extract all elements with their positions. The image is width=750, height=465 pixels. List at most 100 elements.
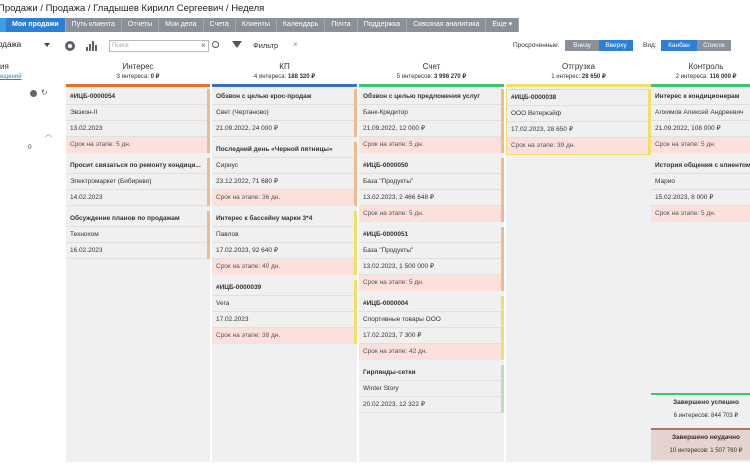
deal-card[interactable]: #ИЦБ-0000038 ООО Ветеркэйф 17.02.2023, 28 … [506, 89, 651, 155]
column-amount: 28 650 ₽ [581, 74, 606, 80]
column-header: Отгрузка 1 интерес: 28 650 ₽ [506, 62, 651, 84]
gear-icon[interactable] [65, 41, 75, 51]
card-title: Обсуждение планов по продажам [66, 211, 207, 227]
card-title: Интерес к кондиционерам [651, 89, 750, 105]
kanban-column: Счет 5 интересов: 3 998 270 ₽ Обзвон с цел… [359, 62, 504, 462]
count-value: 0 [28, 144, 32, 151]
done-success-zone[interactable]: Завершено успешно 6 интересов: 844 703 ₽ [651, 393, 750, 425]
column-count: 2 интереса: [675, 74, 710, 80]
deal-card[interactable]: #ИЦБ-0000004 Спортивные товары ООО 17.02.2… [359, 296, 504, 360]
card-stage-time: Срок на этапе: 5 дн. [359, 137, 501, 153]
deal-card[interactable]: Обсуждение планов по продажам Технохом 16.… [66, 211, 210, 259]
nav-tab[interactable]: Отчеты [122, 18, 160, 32]
card-date: 16.02.2023 [66, 243, 207, 259]
column-name: ия [0, 62, 9, 71]
card-stage-time: Срок на этапе: 40 дн. [212, 259, 354, 275]
card-title: Обзвон с целью крос-продаж [212, 89, 354, 105]
nav-tab[interactable]: Счета [204, 18, 236, 32]
card-title: #ИЦБ-0000004 [359, 296, 501, 312]
breadcrumb: Продажи / Продажа / Гладышев Кирилл Серг… [0, 3, 265, 14]
nav-tab[interactable]: Почта [325, 18, 358, 32]
card-date: 21.09.2022, 12 000 ₽ [359, 121, 501, 137]
deal-card[interactable]: Просит связаться по ремонту кондици... Эл… [66, 158, 210, 206]
deal-card[interactable]: Гирлянды-сетки Winter Story 20.02.2023, 12… [359, 365, 504, 413]
column-header: Счет 5 интересов: 3 998 270 ₽ [359, 62, 504, 84]
main-nav: Мои продажи Путь клиента Отчеты Мои дела Сче… [0, 18, 750, 32]
chart-icon[interactable] [86, 41, 98, 51]
pipeline-select[interactable]: одажа [0, 40, 22, 49]
card-date: 20.02.2023, 12 322 ₽ [359, 397, 501, 413]
column-body: Обзвон с целью предложения услуг Банк-Кре… [359, 87, 504, 462]
card-title: Просит связаться по ремонту кондици... [66, 158, 207, 174]
gear-icon[interactable] [30, 90, 37, 97]
chevron-down-icon[interactable] [44, 43, 50, 47]
card-client: Свет (Чертаново) [212, 105, 354, 121]
overdue-down-button[interactable]: Внизу [565, 40, 599, 51]
overdue-up-button[interactable]: Вверху [599, 40, 633, 51]
nav-tab[interactable]: Еще ▾ [486, 18, 520, 32]
kanban-view-button[interactable]: Канбан [661, 40, 697, 51]
card-date: 17.02.2023, 28 650 ₽ [507, 122, 648, 138]
clear-icon[interactable]: × [201, 41, 206, 50]
deal-card[interactable]: Последний день «Черной пятницы» Сириус 23.… [212, 142, 357, 206]
card-stage-time: Срок на этапе: 36 дн. [212, 190, 354, 206]
search-input[interactable]: Поиск [109, 40, 209, 52]
card-title: #ИЦБ-0000054 [66, 89, 207, 105]
column-link[interactable]: ещений [0, 74, 22, 80]
card-client: Winter Story [359, 381, 501, 397]
done-failed-zone[interactable]: Завершено неудачно 10 интересов: 1 507 7… [651, 428, 750, 460]
deal-card[interactable]: #ИЦБ-0000054 Эвэкон-II 13.02.2023 Срок на э… [66, 89, 210, 153]
column-stats: 5 интересов: 3 998 270 ₽ [359, 72, 504, 82]
deal-card[interactable]: Обзвон с целью крос-продаж Свет (Чертанов… [212, 89, 357, 137]
column-color-bar [506, 84, 651, 87]
nav-tabs: Мои продажи Путь клиента Отчеты Мои дела Сче… [6, 18, 520, 32]
column-color-bar [66, 84, 210, 87]
card-client: Марио [651, 174, 750, 190]
close-icon[interactable]: × [293, 40, 298, 49]
nav-tab[interactable]: Клиенты [236, 18, 277, 32]
column-count: 4 интереса: [253, 74, 288, 80]
nav-tab[interactable]: Мои продажи [6, 18, 66, 32]
deal-card[interactable]: #ИЦБ-0000051 База "Продукты" 13.02.2023, 1… [359, 227, 504, 291]
card-client: Сириус [212, 158, 354, 174]
card-title: #ИЦБ-0000039 [212, 280, 354, 296]
deal-card[interactable]: Обзвон с целью предложения услуг Банк-Кре… [359, 89, 504, 153]
column-color-bar [651, 84, 750, 87]
nav-tab[interactable]: Календарь [277, 18, 326, 32]
nav-tab[interactable]: Мои дела [159, 18, 204, 32]
card-client: ООО Ветеркэйф [507, 106, 648, 122]
refresh-icon[interactable]: ↻ [41, 88, 48, 97]
search-icon[interactable] [212, 41, 219, 48]
card-client: Спортивные товары ООО [359, 312, 501, 328]
done-success-stats: 6 интересов: 844 703 ₽ [673, 413, 739, 419]
card-client: База "Продукты" [359, 174, 501, 190]
card-stage-time: Срок на этапе: 5 дн. [651, 137, 750, 153]
filter-label[interactable]: Фильтр [253, 41, 279, 50]
deal-card[interactable]: Интерес к кондиционерам Алхимов Алексей А… [651, 89, 750, 153]
card-date: 21.09.2022, 24 000 ₽ [212, 121, 354, 137]
deal-card[interactable]: #ИЦБ-0000039 Vera 17.02.2023 Срок на этапе:… [212, 280, 357, 344]
card-stage-time: Срок на этапе: 5 дн. [66, 137, 207, 153]
column-body: #ИЦБ-0000038 ООО Ветеркэйф 17.02.2023, 28 … [506, 87, 651, 462]
nav-edge [0, 18, 6, 32]
list-view-button[interactable]: Список [697, 40, 731, 51]
nav-tab[interactable]: Путь клиента [66, 18, 122, 32]
card-client: Павлов [212, 227, 354, 243]
done-failed-stats: 10 интересов: 1 507 760 ₽ [669, 448, 743, 454]
filter-icon[interactable] [232, 41, 242, 48]
nav-tab[interactable]: Поддержка [358, 18, 408, 32]
deal-card[interactable]: #ИЦБ-0000050 База "Продукты" 13.02.2023, 2… [359, 158, 504, 222]
column-name: Отгрузка [562, 62, 595, 71]
card-title: Гирлянды-сетки [359, 365, 501, 381]
card-client: Банк-Кредитор [359, 105, 501, 121]
column-count: 5 интересов: [396, 74, 435, 80]
card-stage-time: Срок на этапе: 5 дн. [359, 275, 501, 291]
chevron-up-icon[interactable]: ︿ [45, 131, 52, 138]
deal-card[interactable]: История общения с клиентом Марио 15.02.202… [651, 158, 750, 222]
nav-tab[interactable]: Сквозная аналитика [407, 18, 487, 32]
column-color-bar [359, 84, 504, 87]
column-body: #ИЦБ-0000054 Эвэкон-II 13.02.2023 Срок на э… [66, 87, 210, 462]
column-amount: 0 ₽ [150, 74, 160, 80]
column-name: Контроль [688, 62, 724, 71]
deal-card[interactable]: Интерес к бассейну марки 3*4 Павлов 17.02.… [212, 211, 357, 275]
